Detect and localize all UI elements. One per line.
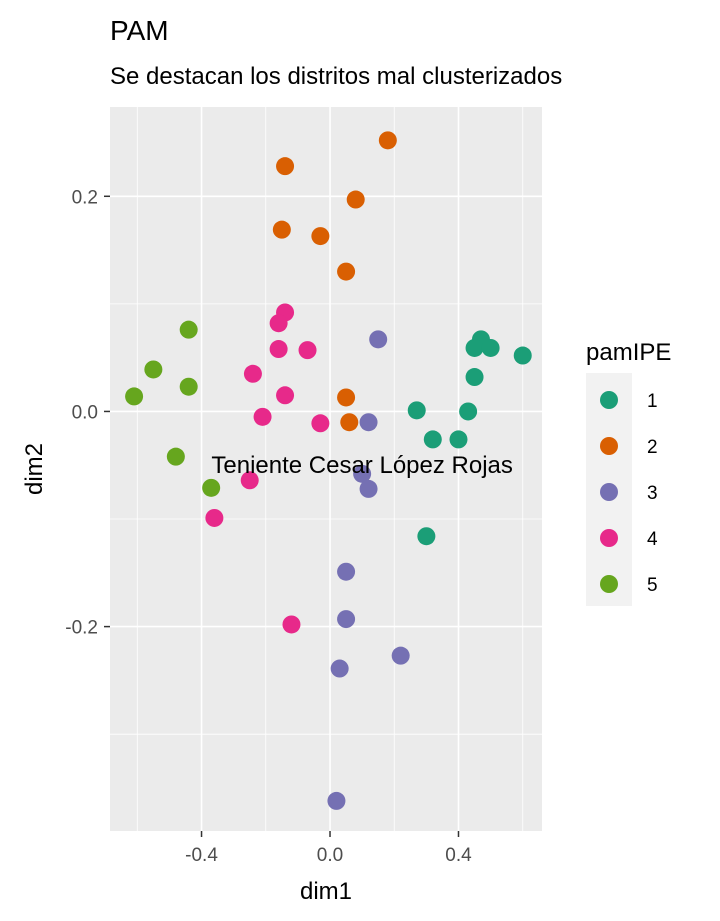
data-point-cluster-2 [346,190,365,209]
legend-label: 5 [647,575,658,596]
plot-panel [110,107,542,831]
data-point-cluster-2 [337,388,356,407]
legend-label: 3 [647,483,658,504]
y-tick-label: 0.2 [72,187,98,208]
data-point-cluster-4 [311,414,330,433]
data-point-cluster-4 [240,471,259,490]
y-tick-label: 0.0 [72,402,98,423]
x-tick-label: 0.0 [317,845,343,866]
data-point-cluster-3 [337,562,356,581]
data-point-cluster-1 [513,346,532,365]
data-point-cluster-3 [327,791,346,810]
data-point-cluster-5 [179,377,198,396]
legend-key-2 [600,437,618,455]
data-point-cluster-3 [337,610,356,629]
legend-title: pamIPE [586,339,671,366]
data-point-cluster-5 [144,360,163,379]
chart-subtitle: Se destacan los distritos mal clusteriza… [110,63,562,90]
legend-key-5 [600,575,618,593]
data-point-cluster-4 [276,386,295,405]
data-point-cluster-3 [369,330,388,349]
legend-label: 4 [647,529,658,550]
data-point-cluster-5 [179,320,198,339]
data-point-cluster-5 [166,447,185,466]
x-tick-label: 0.4 [445,845,472,866]
data-point-cluster-5 [125,387,144,406]
legend-label: 1 [647,391,658,412]
data-point-cluster-1 [465,368,484,387]
data-point-cluster-5 [202,478,221,497]
data-point-cluster-4 [269,314,288,333]
data-point-cluster-2 [272,220,291,239]
data-point-cluster-1 [481,338,500,357]
data-point-cluster-2 [337,262,356,281]
data-point-cluster-3 [391,646,410,665]
data-point-cluster-4 [282,615,301,634]
data-point-cluster-4 [269,340,288,359]
legend-label: 2 [647,437,658,458]
data-point-cluster-2 [340,413,359,432]
legend-key-4 [600,529,618,547]
y-tick-label: -0.2 [65,618,98,639]
x-tick-label: -0.4 [185,845,218,866]
data-point-cluster-1 [417,527,436,546]
data-point-cluster-1 [407,401,426,420]
y-axis-title: dim2 [21,443,48,495]
data-point-cluster-3 [330,659,349,678]
data-point-cluster-4 [243,364,262,383]
data-points [125,131,532,810]
x-axis-title: dim1 [300,878,352,905]
data-point-cluster-1 [423,430,442,449]
data-point-cluster-4 [253,407,272,426]
data-point-cluster-1 [459,402,478,421]
data-point-cluster-2 [276,157,295,176]
data-point-cluster-3 [359,413,378,432]
annotation-label: Teniente Cesar López Rojas [211,452,513,479]
data-point-cluster-3 [353,464,372,483]
legend-key-3 [600,483,618,501]
data-point-cluster-3 [359,479,378,498]
annotation-layer: Teniente Cesar López Rojas [211,452,513,479]
data-point-cluster-4 [298,341,317,360]
data-point-cluster-1 [449,430,468,449]
axis-ticks: -0.4 0.0 0.4 -0.2 0.0 0.2 [65,187,472,866]
legend: 1 2 3 4 5 [600,391,658,596]
data-point-cluster-2 [311,227,330,246]
legend-key-1 [600,391,618,409]
chart-title: PAM [110,15,169,46]
data-point-cluster-4 [205,508,224,527]
data-point-cluster-2 [378,131,397,150]
data-point-cluster-1 [465,338,484,357]
grid-lines [110,107,542,831]
